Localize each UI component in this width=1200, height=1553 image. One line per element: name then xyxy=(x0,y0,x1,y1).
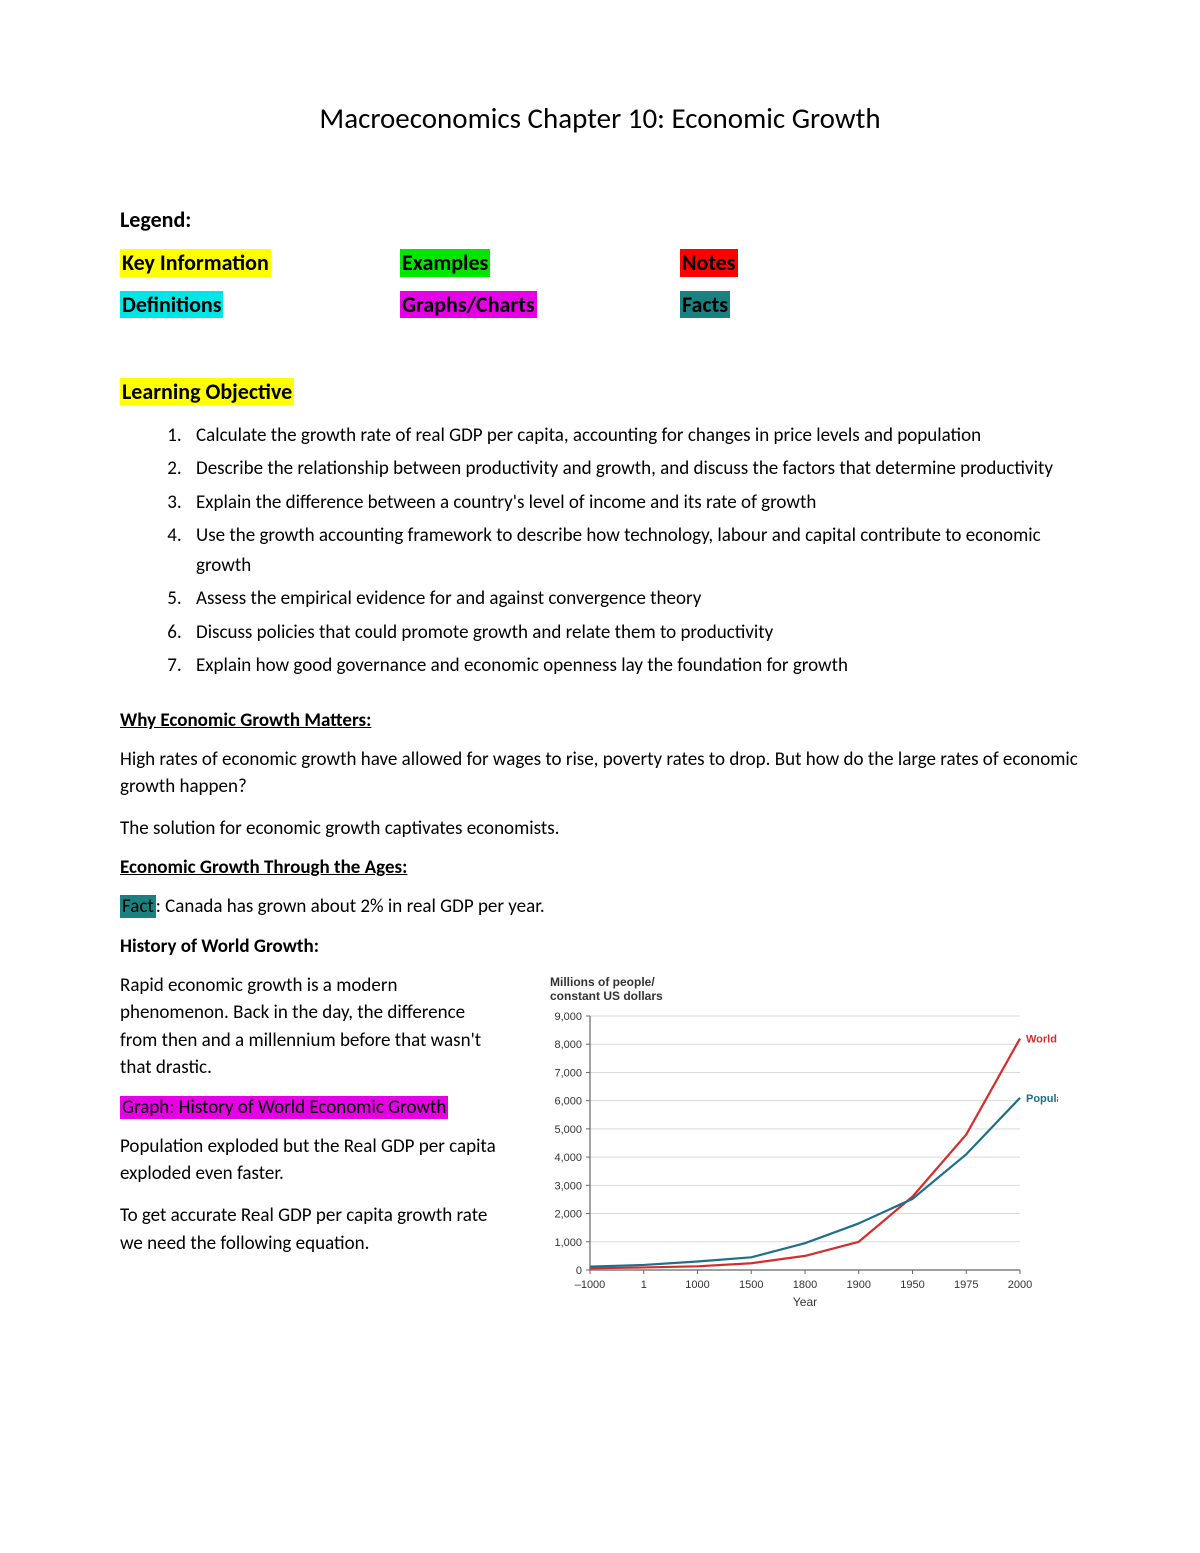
why-matters-p2: The solution for economic growth captiva… xyxy=(120,815,1080,843)
objective-item: Calculate the growth rate of real GDP pe… xyxy=(186,421,1080,450)
svg-text:1500: 1500 xyxy=(739,1279,763,1291)
svg-text:1900: 1900 xyxy=(847,1279,871,1291)
learning-objective-heading: Learning Objective xyxy=(120,378,294,405)
legend-grid: Key Information Examples Notes Definitio… xyxy=(120,249,1080,318)
legend-examples: Examples xyxy=(400,249,490,277)
svg-text:Year: Year xyxy=(793,1295,817,1309)
svg-text:1975: 1975 xyxy=(954,1279,978,1291)
svg-text:1950: 1950 xyxy=(900,1279,924,1291)
legend-graphs-charts: Graphs/Charts xyxy=(400,291,537,319)
fact-tag: Fact xyxy=(120,895,156,918)
objective-item: Explain the difference between a country… xyxy=(186,488,1080,517)
why-matters-heading: Why Economic Growth Matters: xyxy=(120,709,1080,732)
legend-facts: Facts xyxy=(680,291,730,319)
svg-text:1: 1 xyxy=(641,1279,647,1291)
history-heading: History of World Growth: xyxy=(120,935,1080,958)
svg-text:–1000: –1000 xyxy=(575,1279,606,1291)
svg-text:0: 0 xyxy=(576,1265,582,1277)
history-p2: Population exploded but the Real GDP per… xyxy=(120,1133,500,1188)
history-p1: Rapid economic growth is a modern phenom… xyxy=(120,972,500,1082)
svg-text:1000: 1000 xyxy=(685,1279,709,1291)
svg-text:2,000: 2,000 xyxy=(554,1208,582,1220)
svg-text:Population: Population xyxy=(1026,1093,1058,1105)
fact-text: : Canada has grown about 2% in real GDP … xyxy=(156,895,545,918)
history-two-column: Rapid economic growth is a modern phenom… xyxy=(120,972,1080,1312)
page-title: Macroeconomics Chapter 10: Economic Grow… xyxy=(120,100,1080,136)
svg-text:3,000: 3,000 xyxy=(554,1180,582,1192)
svg-text:1,000: 1,000 xyxy=(554,1236,582,1248)
objective-item: Use the growth accounting framework to d… xyxy=(186,521,1080,580)
history-chart-container: 0 1,000 2,000 3,000 4,000 5,000 6,000 7,000 8,00… xyxy=(518,972,1080,1312)
history-p3: To get accurate Real GDP per capita grow… xyxy=(120,1202,500,1257)
svg-text:World GDP: World GDP xyxy=(1026,1033,1058,1045)
legend-notes: Notes xyxy=(680,249,738,277)
why-matters-p1: High rates of economic growth have allow… xyxy=(120,746,1080,801)
learning-objectives-list: Calculate the growth rate of real GDP pe… xyxy=(186,421,1080,681)
svg-text:7,000: 7,000 xyxy=(554,1067,582,1079)
svg-text:1800: 1800 xyxy=(793,1279,817,1291)
graph-tag: Graph: History of World Economic Growth xyxy=(120,1096,448,1119)
legend-key-information: Key Information xyxy=(120,249,271,277)
world-growth-chart: 0 1,000 2,000 3,000 4,000 5,000 6,000 7,000 8,00… xyxy=(518,972,1058,1312)
fact-line: Fact: Canada has grown about 2% in real … xyxy=(120,893,1080,921)
objective-item: Describe the relationship between produc… xyxy=(186,454,1080,483)
through-ages-heading: Economic Growth Through the Ages: xyxy=(120,856,1080,879)
svg-text:6,000: 6,000 xyxy=(554,1095,582,1107)
objective-item: Explain how good governance and economic… xyxy=(186,651,1080,680)
history-left-column: Rapid economic growth is a modern phenom… xyxy=(120,972,500,1271)
svg-text:2000: 2000 xyxy=(1008,1279,1032,1291)
svg-text:8,000: 8,000 xyxy=(554,1039,582,1051)
objective-item: Assess the empirical evidence for and ag… xyxy=(186,584,1080,613)
legend-definitions: Definitions xyxy=(120,291,223,319)
objective-item: Discuss policies that could promote grow… xyxy=(186,618,1080,647)
svg-text:9,000: 9,000 xyxy=(554,1011,582,1023)
svg-text:constant US dollars: constant US dollars xyxy=(550,989,663,1003)
legend-heading: Legend: xyxy=(120,206,1080,233)
svg-text:5,000: 5,000 xyxy=(554,1124,582,1136)
svg-text:Millions of people/: Millions of people/ xyxy=(550,975,655,989)
svg-text:4,000: 4,000 xyxy=(554,1152,582,1164)
